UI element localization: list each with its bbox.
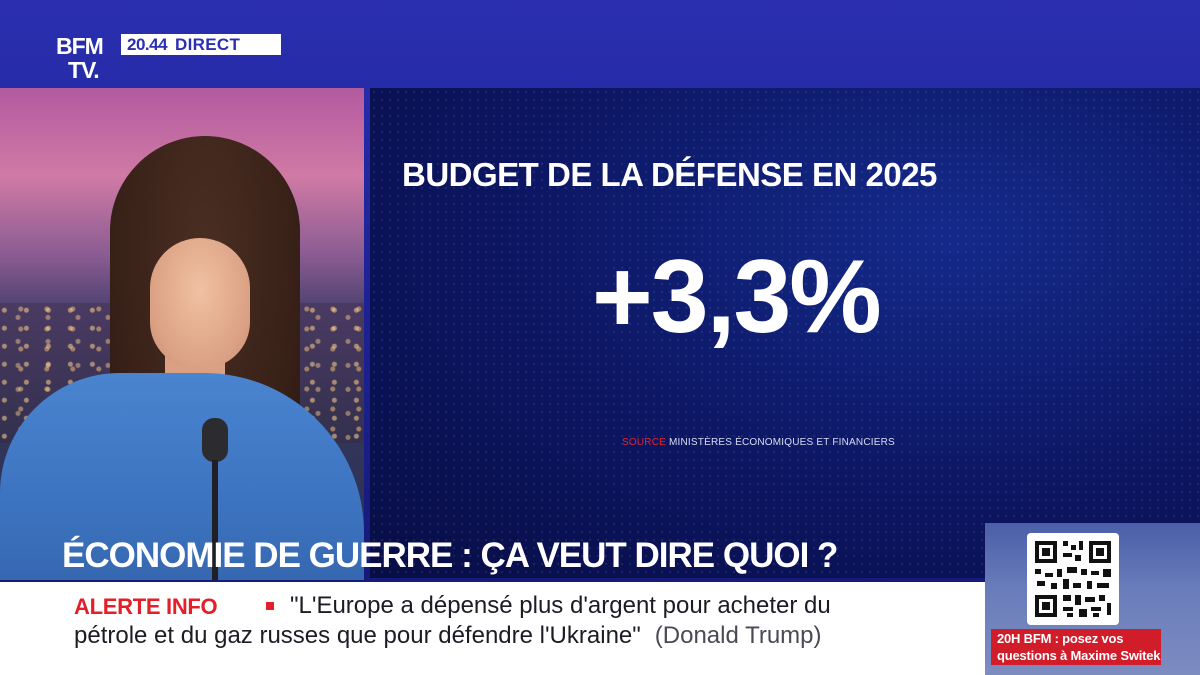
source-text: MINISTÈRES ÉCONOMIQUES ET FINANCIERS (668, 437, 895, 448)
presenter-shirt (0, 373, 364, 580)
graphic-title: BUDGET DE LA DÉFENSE EN 2025 (402, 156, 937, 193)
ticker-line1: "L'Europe a dépensé plus d'argent pour a… (290, 592, 831, 619)
news-ticker: ALERTE INFO "L'Europe a dépensé plus d'a… (0, 582, 985, 675)
promo-box: 20H BFM : posez vos questions à Maxime S… (985, 523, 1200, 675)
source-label: SOURCE (622, 437, 666, 448)
studio-video (0, 88, 364, 580)
clock-live-bar: 20.44 DIRECT (121, 34, 281, 55)
headline-banner: ÉCONOMIE DE GUERRE : ÇA VEUT DIRE QUOI ? (62, 536, 838, 575)
info-graphic-panel: BUDGET DE LA DÉFENSE EN 2025 +3,3% SOURC… (370, 88, 1200, 578)
channel-logo: BFM TV. (56, 34, 116, 84)
alert-label: ALERTE INFO (74, 594, 218, 619)
graphic-source: SOURCE MINISTÈRES ÉCONOMIQUES ET FINANCIE… (622, 437, 1022, 448)
logo-line1: BFM (56, 33, 104, 59)
graphic-value: +3,3% (592, 239, 882, 355)
ticker-line2: pétrole et du gaz russes que pour défend… (74, 622, 822, 650)
logo-line2: TV. (68, 57, 100, 83)
microphone-icon (202, 418, 228, 462)
ticker-attribution: (Donald Trump) (654, 622, 822, 649)
live-label: DIRECT (175, 34, 241, 54)
ticker-quote-end: pétrole et du gaz russes que pour défend… (74, 622, 641, 649)
clock-time: 20.44 (127, 34, 168, 54)
presenter-face (150, 238, 250, 368)
promo-banner: 20H BFM : posez vos questions à Maxime S… (991, 629, 1161, 665)
promo-line2: questions à Maxime Switek (997, 648, 1161, 663)
alert-dot-icon (266, 602, 274, 610)
microphone-stand (212, 460, 218, 580)
qr-code-icon[interactable] (1027, 533, 1119, 625)
promo-line1: 20H BFM : posez vos (997, 631, 1124, 646)
